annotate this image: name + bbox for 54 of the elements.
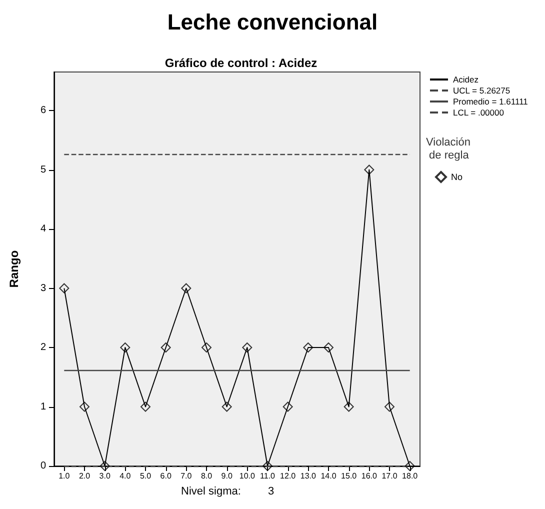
legend-label: Acidez bbox=[453, 74, 479, 84]
point bbox=[324, 342, 334, 353]
y-tick-label: 0 bbox=[40, 460, 46, 472]
legend-title: Violación de regla bbox=[426, 136, 470, 162]
x-tick-label: 2.0 bbox=[78, 472, 91, 480]
x-tick-label: 18.0 bbox=[402, 472, 418, 480]
x-tick-label: 9.0 bbox=[221, 472, 233, 480]
point bbox=[222, 402, 232, 412]
point bbox=[303, 342, 314, 353]
x-tick-label: 4.0 bbox=[120, 472, 132, 480]
point bbox=[282, 402, 293, 412]
point bbox=[262, 461, 272, 471]
x-tick-label: 11.0 bbox=[260, 472, 276, 480]
point bbox=[202, 342, 212, 353]
x-axis-title: Nivel sigma: bbox=[181, 486, 241, 498]
legend-label: Promedio = 1.61111 bbox=[453, 96, 528, 106]
x-tick-label: 10.0 bbox=[239, 472, 256, 480]
y-axis-title: Rango bbox=[7, 250, 21, 288]
x-tick-label: 15.0 bbox=[341, 472, 358, 480]
legend-label: No bbox=[451, 172, 463, 182]
point bbox=[404, 461, 415, 471]
y-tick-label: 2 bbox=[40, 342, 46, 354]
y-tick-label: 5 bbox=[40, 164, 46, 176]
point bbox=[344, 402, 354, 412]
x-tick-label: 1.0 bbox=[58, 472, 70, 480]
x-tick-label: 16.0 bbox=[361, 472, 378, 480]
x-tick-label: 3.0 bbox=[99, 472, 111, 480]
y-tick-label: 1 bbox=[40, 401, 46, 412]
point bbox=[59, 283, 70, 294]
point bbox=[140, 402, 150, 412]
text: 3 bbox=[268, 486, 274, 498]
y-tick-label: 6 bbox=[40, 105, 46, 116]
x-tick-label: 14.0 bbox=[320, 472, 337, 480]
x-tick-label: 12.0 bbox=[280, 472, 296, 480]
y-tick-label: 4 bbox=[40, 224, 46, 235]
x-tick-label: 7.0 bbox=[180, 472, 192, 480]
point bbox=[100, 461, 110, 471]
point bbox=[384, 402, 394, 412]
x-tick-label: 6.0 bbox=[160, 472, 172, 480]
x-tick-label: 5.0 bbox=[140, 472, 152, 480]
point bbox=[80, 402, 90, 412]
chart-title: Leche convencional bbox=[167, 10, 378, 34]
legend-label: UCL = 5.26275 bbox=[453, 86, 510, 96]
point bbox=[120, 342, 130, 353]
point bbox=[364, 164, 374, 175]
x-tick-label: 8.0 bbox=[200, 472, 213, 480]
point bbox=[242, 342, 252, 353]
chart-subtitle: Gráfico de control : Acidez bbox=[164, 56, 318, 70]
legend-label: LCL = .00000 bbox=[453, 108, 504, 118]
x-tick-label: 17.0 bbox=[382, 472, 398, 480]
y-tick-label: 3 bbox=[40, 282, 46, 294]
point bbox=[160, 342, 171, 353]
point bbox=[181, 283, 192, 294]
x-tick-label: 13.0 bbox=[300, 472, 316, 480]
